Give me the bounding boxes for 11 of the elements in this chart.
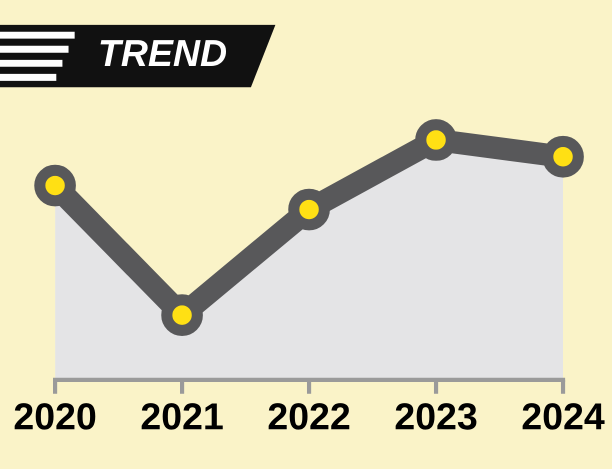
chart-title: TREND [100, 40, 226, 66]
point [288, 188, 330, 230]
point [542, 136, 584, 178]
x-tick-label: 2020 [14, 403, 96, 430]
x-tick-label: 2022 [268, 403, 350, 430]
x-tick-label: 2023 [396, 403, 476, 430]
point [161, 294, 203, 336]
point [415, 119, 457, 161]
x-tick-label: 2024 [522, 403, 605, 430]
point [34, 164, 76, 206]
x-tick-label: 2021 [142, 403, 223, 430]
